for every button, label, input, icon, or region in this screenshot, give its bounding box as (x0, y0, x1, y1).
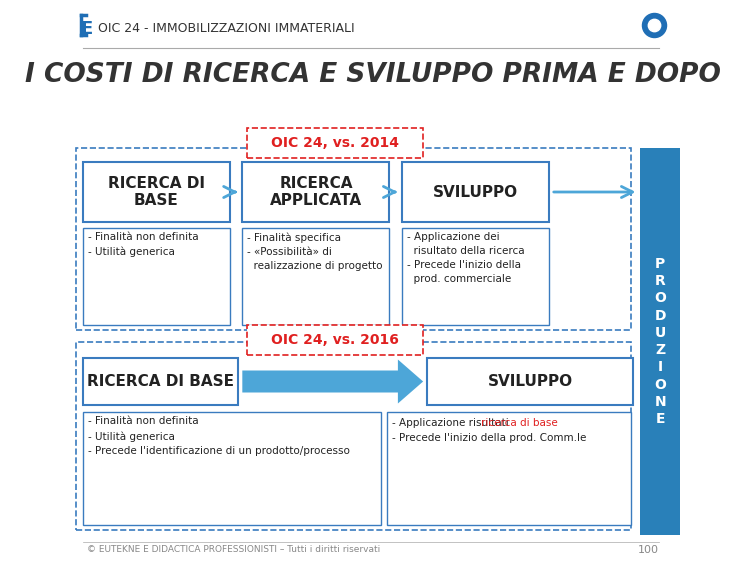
Text: SVILUPPO: SVILUPPO (488, 374, 573, 389)
Text: E: E (81, 20, 93, 38)
FancyBboxPatch shape (247, 325, 423, 355)
Text: 100: 100 (638, 545, 659, 555)
Polygon shape (242, 360, 423, 403)
Text: © EUTEKNE E DIDACTICA PROFESSIONISTI – Tutti i diritti riservati: © EUTEKNE E DIDACTICA PROFESSIONISTI – T… (86, 545, 380, 554)
Text: RICERCA
APPLICATA: RICERCA APPLICATA (270, 176, 362, 208)
FancyBboxPatch shape (428, 358, 633, 405)
FancyBboxPatch shape (242, 162, 390, 222)
Text: RICERCA DI BASE: RICERCA DI BASE (87, 374, 234, 389)
Text: P
R
O
D
U
Z
I
O
N
E: P R O D U Z I O N E (654, 256, 666, 426)
Text: - Finalità non definita
- Utilità generica
- Precede l'identificazione di un pro: - Finalità non definita - Utilità generi… (88, 416, 349, 457)
FancyBboxPatch shape (83, 358, 238, 405)
Text: ricerca di base: ricerca di base (481, 418, 558, 428)
FancyBboxPatch shape (387, 412, 631, 525)
Text: OIC 24 - IMMOBILIZZAZIONI IMMATERIALI: OIC 24 - IMMOBILIZZAZIONI IMMATERIALI (98, 21, 355, 34)
Text: - Applicazione dei
  risultato della ricerca
- Precede l'inizio della
  prod. co: - Applicazione dei risultato della ricer… (408, 232, 524, 284)
Text: OIC 24, vs. 2016: OIC 24, vs. 2016 (271, 333, 399, 347)
Text: - Applicazione risultati: - Applicazione risultati (392, 418, 512, 428)
FancyBboxPatch shape (83, 162, 229, 222)
Text: I COSTI DI RICERCA E SVILUPPO PRIMA E DOPO: I COSTI DI RICERCA E SVILUPPO PRIMA E DO… (25, 62, 720, 88)
Text: OIC 24, vs. 2014: OIC 24, vs. 2014 (271, 136, 399, 150)
FancyBboxPatch shape (402, 162, 549, 222)
FancyBboxPatch shape (247, 128, 423, 158)
FancyBboxPatch shape (402, 228, 549, 325)
Text: RICERCA DI
BASE: RICERCA DI BASE (107, 176, 205, 208)
FancyBboxPatch shape (242, 228, 390, 325)
Text: SVILUPPO: SVILUPPO (433, 185, 519, 200)
Point (648, 21, 660, 30)
Text: - Finalità specifica
- «Possibilità» di
  realizzazione di progetto: - Finalità specifica - «Possibilità» di … (247, 232, 383, 270)
FancyBboxPatch shape (83, 412, 381, 525)
FancyBboxPatch shape (640, 148, 680, 535)
Point (648, 21, 660, 30)
Text: - Precede l'inizio della prod. Comm.le: - Precede l'inizio della prod. Comm.le (392, 433, 586, 443)
Text: - Finalità non definita
- Utilità generica: - Finalità non definita - Utilità generi… (88, 232, 198, 257)
FancyBboxPatch shape (83, 228, 229, 325)
